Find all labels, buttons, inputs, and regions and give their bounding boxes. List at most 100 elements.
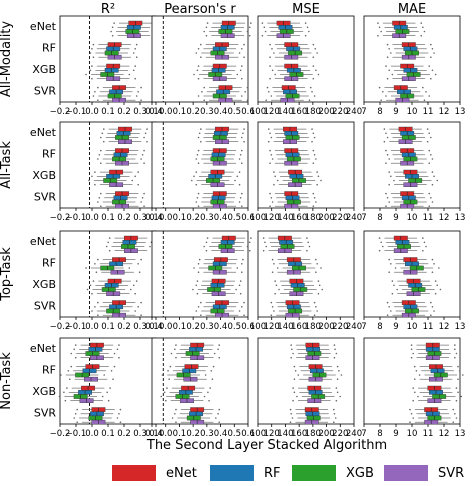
outlier-point	[385, 149, 387, 152]
outlier-point	[269, 162, 271, 164]
outlier-point	[160, 395, 163, 398]
outlier-point	[317, 73, 320, 76]
outlier-point	[273, 183, 275, 186]
outlier-point	[333, 344, 336, 346]
x-tick-label: 240	[346, 213, 362, 223]
outlier-point	[248, 241, 251, 244]
outlier-point	[452, 408, 455, 411]
x-tick-label: 0.1	[173, 322, 187, 332]
outlier-point	[97, 258, 99, 261]
row-label: All-Modality	[0, 21, 14, 98]
x-tick-label: 100	[250, 322, 266, 332]
x-tick-label: 0.5	[228, 213, 242, 223]
outlier-point	[430, 43, 432, 46]
outlier-point	[296, 395, 298, 398]
outlier-point	[73, 348, 76, 351]
outlier-point	[143, 205, 145, 207]
x-tick-label: −0.2	[50, 429, 71, 439]
x-tick-label: 0.1	[101, 107, 115, 117]
outlier-point	[336, 391, 339, 394]
outlier-point	[321, 288, 324, 291]
outlier-point	[438, 267, 440, 269]
outlier-point	[113, 22, 115, 24]
x-tick-label: 0.0	[159, 213, 173, 223]
outlier-point	[338, 370, 340, 372]
outlier-point	[428, 205, 431, 207]
outlier-point	[291, 417, 294, 419]
outlier-point	[309, 86, 312, 89]
outlier-point	[315, 69, 317, 72]
outlier-point	[270, 136, 273, 139]
x-tick-label: 9	[393, 107, 398, 117]
row-label: Top-Task	[0, 247, 14, 302]
outlier-point	[250, 237, 252, 239]
x-tick-label: 0.4	[149, 322, 163, 332]
outlier-point	[195, 171, 198, 173]
category-label: eNet	[30, 235, 57, 248]
outlier-point	[454, 344, 456, 346]
outlier-point	[271, 271, 274, 274]
outlier-point	[101, 132, 104, 135]
x-tick-label: 0.2	[186, 107, 200, 117]
outlier-point	[333, 413, 336, 415]
outlier-point	[418, 374, 421, 376]
outlier-point	[266, 86, 269, 89]
outlier-point	[193, 175, 195, 178]
outlier-point	[431, 271, 434, 274]
outlier-point	[261, 34, 264, 37]
outlier-point	[388, 48, 390, 50]
outlier-point	[140, 301, 142, 304]
outlier-point	[140, 86, 142, 89]
outlier-point	[240, 205, 243, 207]
outlier-point	[381, 245, 384, 248]
outlier-point	[92, 95, 95, 97]
outlier-point	[91, 48, 93, 50]
outlier-point	[196, 197, 199, 199]
outlier-point	[334, 417, 337, 419]
outlier-point	[212, 365, 215, 368]
outlier-point	[270, 301, 273, 304]
outlier-point	[137, 183, 139, 186]
outlier-point	[307, 241, 309, 244]
outlier-point	[413, 378, 416, 381]
x-tick-label: 0.2	[186, 322, 200, 332]
outlier-point	[293, 365, 296, 368]
outlier-point	[111, 26, 114, 29]
outlier-point	[269, 132, 271, 135]
outlier-point	[240, 77, 243, 80]
outlier-point	[434, 292, 437, 295]
outlier-point	[386, 197, 389, 199]
outlier-point	[128, 73, 131, 76]
outlier-point	[428, 192, 431, 195]
outlier-point	[198, 132, 201, 135]
outlier-point	[271, 201, 274, 203]
x-tick-label: 0.3	[200, 213, 214, 223]
outlier-point	[132, 284, 135, 287]
outlier-point	[106, 391, 108, 394]
outlier-point	[203, 30, 205, 33]
x-tick-label: 0.3	[133, 107, 147, 117]
x-tick-label: 100	[250, 213, 266, 223]
outlier-point	[167, 370, 169, 372]
outlier-point	[240, 149, 243, 152]
outlier-point	[140, 99, 142, 101]
outlier-point	[293, 378, 296, 381]
legend-swatch-rf	[210, 465, 254, 481]
outlier-point	[197, 192, 200, 195]
outlier-point	[433, 175, 435, 178]
panel-frame	[257, 15, 355, 103]
x-tick-label: 8	[377, 322, 382, 332]
outlier-point	[88, 179, 90, 182]
outlier-point	[462, 374, 464, 376]
outlier-point	[271, 306, 274, 308]
outlier-point	[238, 52, 241, 54]
x-tick-label: 180	[305, 429, 321, 439]
outlier-point	[426, 140, 429, 143]
outlier-point	[240, 192, 243, 195]
category-label: eNet	[30, 20, 57, 33]
panel-frame	[59, 337, 157, 425]
outlier-point	[134, 48, 137, 50]
outlier-point	[135, 95, 138, 97]
outlier-point	[137, 171, 139, 173]
outlier-point	[386, 301, 389, 304]
